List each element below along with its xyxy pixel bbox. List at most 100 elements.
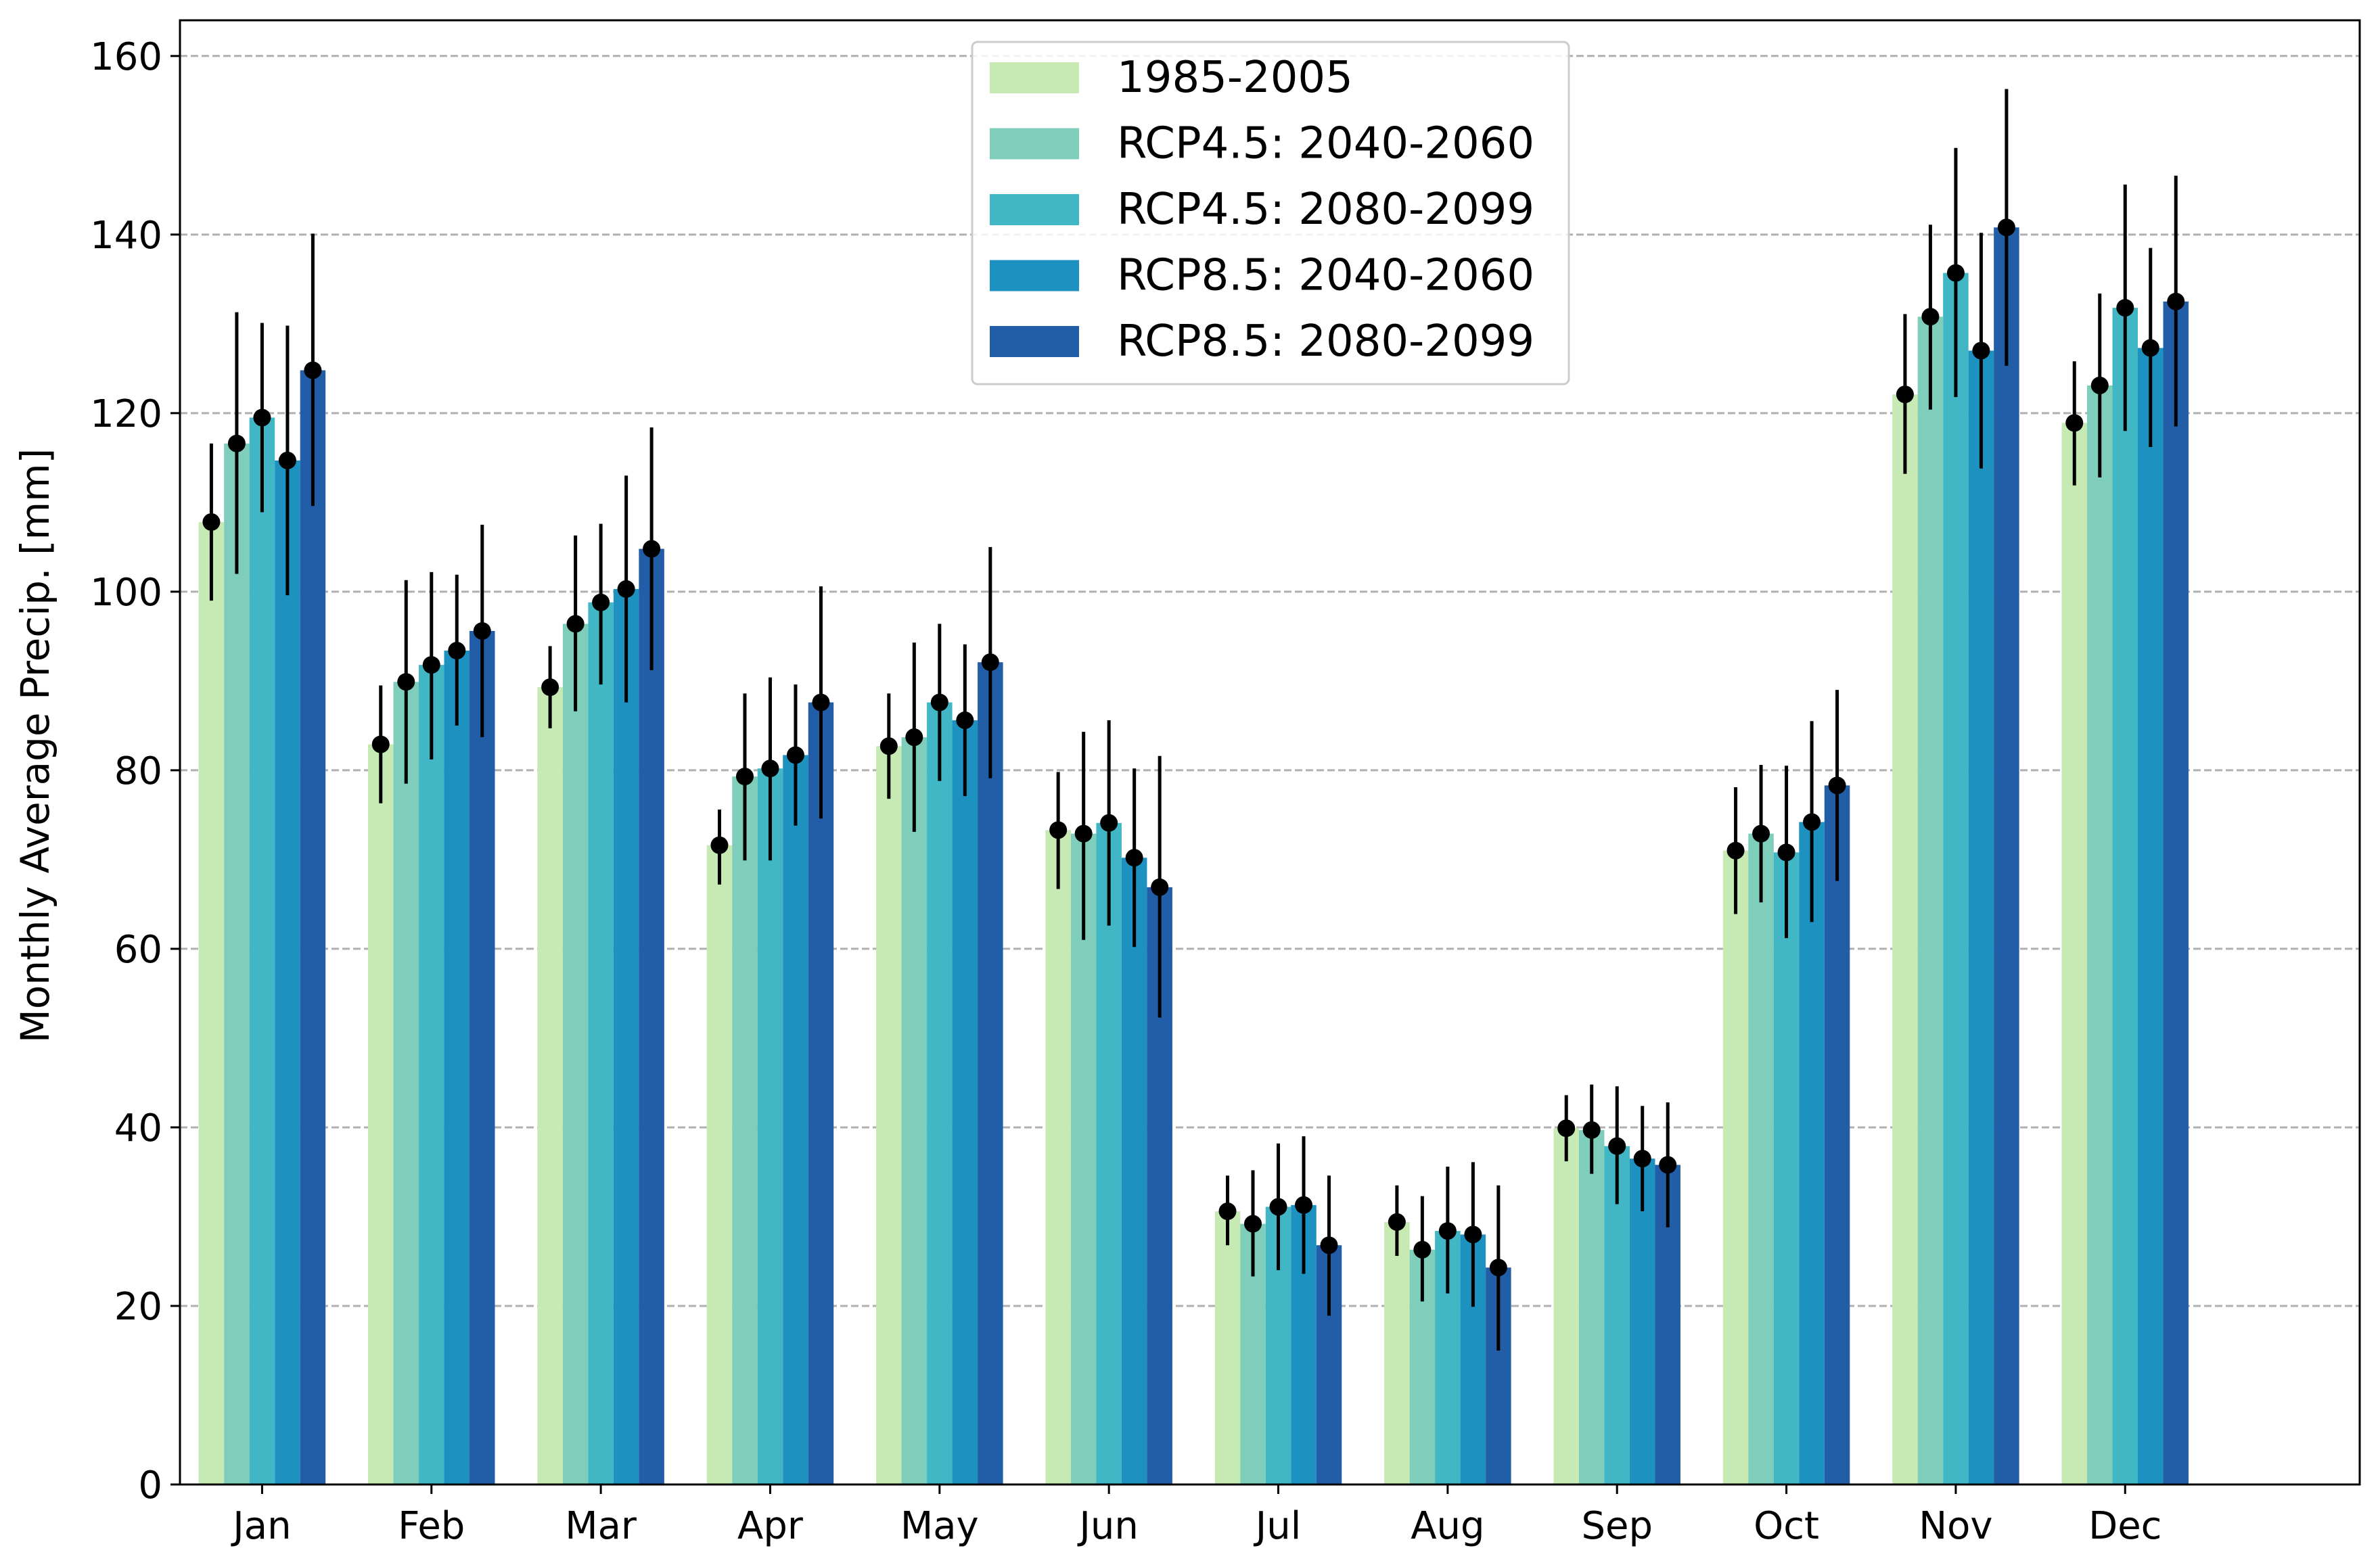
y-tick-label: 80 <box>114 749 162 793</box>
mean-marker <box>1388 1213 1406 1231</box>
mean-marker <box>1413 1240 1432 1259</box>
mean-marker <box>253 408 271 427</box>
bar-jun-series-1 <box>1070 833 1097 1484</box>
mean-marker <box>710 836 729 854</box>
mean-marker <box>473 622 491 640</box>
x-tick-label: Nov <box>1919 1504 1992 1548</box>
plot-frame <box>179 19 2361 1486</box>
mean-marker <box>1659 1156 1677 1174</box>
error-bars-group <box>202 89 2185 1351</box>
mean-marker <box>1074 824 1093 843</box>
bar-dec-series-0 <box>2061 423 2088 1484</box>
bar-jul-series-0 <box>1214 1211 1241 1484</box>
mean-marker <box>930 693 948 711</box>
bar-may-series-2 <box>927 702 953 1484</box>
mean-marker <box>1438 1222 1457 1240</box>
bar-oct-series-1 <box>1748 833 1774 1484</box>
bar-jun-series-3 <box>1121 858 1147 1484</box>
bar-jan-series-4 <box>300 370 326 1484</box>
legend-box <box>971 41 1570 385</box>
x-tick-label: Mar <box>565 1504 637 1548</box>
x-tick-label: Oct <box>1754 1504 1819 1548</box>
mean-marker <box>1489 1259 1507 1277</box>
mean-marker <box>2116 299 2134 317</box>
bar-jun-series-0 <box>1045 830 1071 1484</box>
bar-dec-series-3 <box>2138 348 2164 1484</box>
x-tick-label: Feb <box>398 1504 465 1548</box>
mean-marker <box>981 653 999 672</box>
bar-apr-series-4 <box>808 702 834 1484</box>
bar-may-series-0 <box>876 746 902 1484</box>
mean-marker <box>643 540 661 558</box>
legend-label: RCP4.5: 2040-2060 <box>1117 119 1534 169</box>
mean-marker <box>2141 339 2159 357</box>
bar-feb-series-3 <box>444 651 470 1484</box>
mean-marker <box>1803 813 1821 831</box>
mean-marker <box>1295 1196 1313 1214</box>
mean-marker <box>227 434 246 452</box>
mean-marker <box>371 735 390 753</box>
bar-apr-series-2 <box>757 768 783 1484</box>
mean-marker <box>905 728 923 747</box>
mean-marker <box>1557 1119 1576 1138</box>
y-tick-label: 20 <box>114 1285 162 1329</box>
y-tick-label: 40 <box>114 1106 162 1150</box>
mean-marker <box>761 759 779 778</box>
mean-marker <box>617 580 635 598</box>
mean-marker <box>1828 776 1846 795</box>
mean-marker <box>541 678 559 697</box>
mean-marker <box>1244 1215 1262 1233</box>
legend-swatch <box>990 326 1079 357</box>
bar-may-series-4 <box>978 662 1003 1484</box>
bar-aug-series-0 <box>1384 1221 1410 1484</box>
bar-feb-series-4 <box>470 630 495 1485</box>
bar-jan-series-3 <box>275 460 300 1485</box>
bar-mar-series-2 <box>588 602 614 1484</box>
bar-jan-series-2 <box>249 417 275 1484</box>
bar-mar-series-1 <box>562 624 589 1484</box>
mean-marker <box>1946 264 1965 282</box>
mean-marker <box>2065 414 2084 432</box>
x-tick-label: Apr <box>737 1504 804 1548</box>
y-tick-label: 60 <box>114 928 162 972</box>
y-tick-label: 140 <box>90 214 162 258</box>
legend-label: RCP8.5: 2080-2099 <box>1117 317 1534 367</box>
bar-sep-series-1 <box>1578 1129 1605 1484</box>
x-tick-label: Jul <box>1254 1504 1302 1548</box>
mean-marker <box>1269 1198 1287 1216</box>
legend-swatch <box>990 62 1079 93</box>
mean-marker <box>956 711 974 729</box>
x-axis: Jan Feb Mar Apr May Jun Jul Aug Sep Oct Nov Dec <box>231 1484 2161 1548</box>
x-tick-label: Aug <box>1411 1504 1484 1548</box>
bar-oct-series-3 <box>1799 822 1825 1484</box>
mean-marker <box>2167 292 2185 310</box>
mean-marker <box>566 615 585 633</box>
bar-nov-series-4 <box>1994 227 2019 1484</box>
bar-nov-series-3 <box>1968 350 1994 1485</box>
mean-marker <box>397 673 415 691</box>
mean-marker <box>1777 843 1795 862</box>
legend: 1985-2005 RCP4.5: 2040-2060 RCP4.5: 2080-2… <box>971 41 1570 385</box>
mean-marker <box>1608 1137 1626 1155</box>
mean-marker <box>1752 824 1770 843</box>
mean-marker <box>1125 849 1143 867</box>
bar-mar-series-3 <box>613 588 639 1484</box>
bar-nov-series-2 <box>1943 273 1969 1485</box>
y-tick-label: 100 <box>90 571 162 615</box>
bar-jan-series-0 <box>198 521 225 1485</box>
mean-marker <box>1633 1150 1651 1168</box>
bar-sep-series-3 <box>1629 1159 1655 1484</box>
mean-marker <box>1997 218 2015 237</box>
bar-apr-series-3 <box>783 755 808 1484</box>
bar-oct-series-2 <box>1773 852 1800 1484</box>
legend-swatch <box>990 260 1079 291</box>
bar-feb-series-1 <box>393 682 419 1484</box>
y-axis: 0 20 40 60 80 100 120 140 160 <box>90 35 180 1507</box>
bar-mar-series-0 <box>537 687 563 1484</box>
mean-marker <box>1896 385 1914 404</box>
bar-may-series-3 <box>952 720 978 1484</box>
mean-marker <box>1464 1225 1482 1244</box>
mean-marker <box>304 361 322 379</box>
mean-marker <box>422 656 440 674</box>
